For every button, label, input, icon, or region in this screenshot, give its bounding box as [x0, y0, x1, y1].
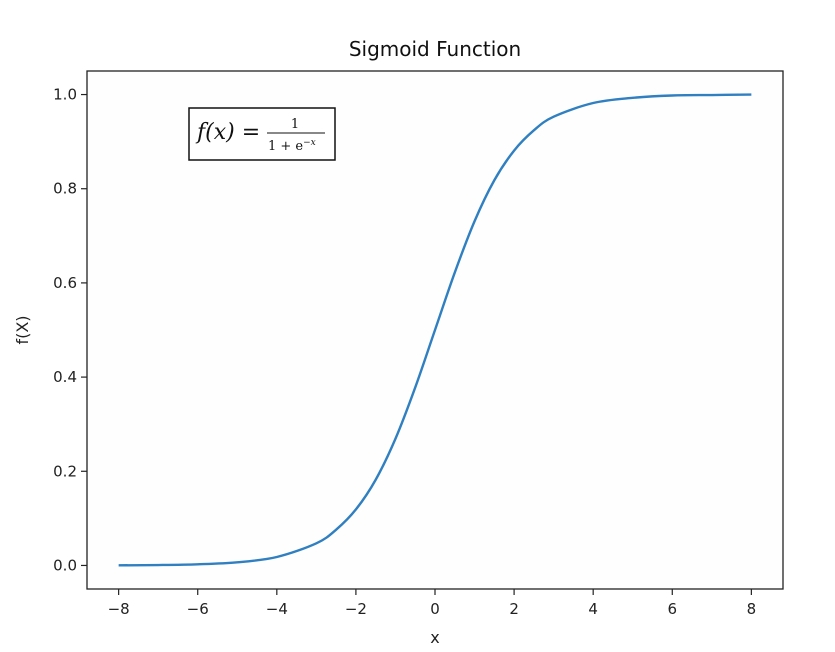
- x-tick-label: 4: [588, 600, 598, 618]
- y-axis: 0.0 0.2 0.4 0.6 0.8 1.0: [53, 86, 87, 574]
- chart-title: Sigmoid Function: [349, 37, 521, 61]
- y-axis-title: f(X): [13, 315, 32, 344]
- x-axis: −8 −6 −4 −2 0 2 4 6 8: [108, 589, 757, 618]
- x-tick-label: 8: [747, 600, 757, 618]
- x-tick-label: 0: [430, 600, 440, 618]
- y-tick-label: 0.4: [53, 368, 77, 386]
- y-tick-label: 0.2: [53, 462, 77, 480]
- formula-numerator: 1: [291, 117, 299, 132]
- y-tick-label: 0.0: [53, 556, 77, 574]
- formula-annotation: f(x) = 1 1 + e−x: [188, 107, 336, 161]
- x-tick-label: −8: [108, 600, 130, 618]
- x-tick-label: 6: [667, 600, 677, 618]
- x-tick-label: −2: [345, 600, 367, 618]
- x-tick-label: 2: [509, 600, 519, 618]
- y-tick-label: 1.0: [53, 86, 77, 104]
- sigmoid-line: [118, 93, 752, 567]
- formula-denominator-exponent: −x: [303, 138, 316, 148]
- formula-lhs: f(x) =: [195, 120, 260, 145]
- x-tick-label: −6: [187, 600, 209, 618]
- y-tick-label: 0.8: [53, 180, 77, 198]
- formula-box: [188, 107, 336, 161]
- x-axis-title: x: [430, 628, 439, 647]
- formula-denominator-base: 1 + e: [268, 139, 303, 154]
- y-tick-label: 0.6: [53, 274, 77, 292]
- x-tick-label: −4: [266, 600, 288, 618]
- formula-denominator: 1 + e−x: [268, 138, 316, 154]
